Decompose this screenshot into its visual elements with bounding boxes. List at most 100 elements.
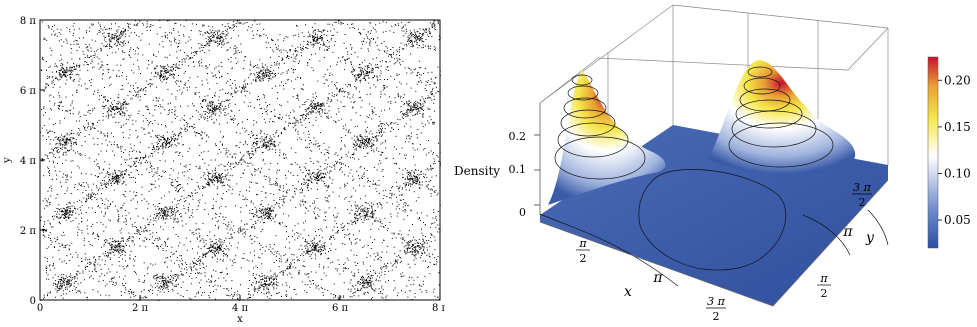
scatter-point	[116, 103, 118, 105]
scatter-point	[162, 210, 164, 212]
scatter-point	[263, 139, 265, 141]
scatter-point	[223, 184, 225, 186]
scatter-point	[220, 76, 222, 78]
scatter-point	[256, 76, 258, 77]
scatter-point	[65, 74, 66, 76]
scatter-point	[199, 235, 201, 237]
scatter-point	[321, 105, 323, 107]
scatter-point	[58, 137, 59, 138]
scatter-point	[133, 49, 134, 50]
scatter-point	[48, 234, 50, 236]
scatter-point	[112, 174, 114, 176]
scatter-point	[420, 174, 422, 175]
scatter-point	[221, 37, 223, 39]
scatter-point	[47, 131, 49, 133]
scatter-point	[352, 157, 354, 159]
scatter-point	[261, 140, 263, 142]
scatter-point	[408, 179, 410, 180]
scatter-point	[68, 210, 70, 212]
scatter-point	[232, 24, 234, 26]
scatter-point	[367, 145, 369, 147]
scatter-point	[316, 245, 318, 247]
scatter-point	[49, 174, 51, 176]
scatter-point	[357, 218, 359, 220]
scatter-point	[74, 207, 76, 209]
scatter-point	[265, 72, 267, 73]
scatter-point	[149, 132, 151, 134]
scatter-point	[313, 283, 315, 285]
scatter-point	[229, 186, 231, 188]
scatter-point	[411, 277, 413, 279]
scatter-point	[266, 212, 268, 214]
scatter-point	[183, 124, 185, 126]
scatter-point	[117, 103, 119, 105]
scatter-point	[271, 148, 273, 150]
scatter-point	[78, 113, 80, 115]
scatter-point	[171, 215, 173, 216]
scatter-point	[372, 183, 374, 185]
scatter-point	[376, 275, 378, 277]
scatter-point	[124, 181, 126, 183]
scatter-point	[228, 150, 230, 152]
scatter-point	[164, 139, 166, 141]
scatter-point	[112, 284, 114, 285]
scatter-point	[214, 173, 216, 174]
scatter-point	[380, 70, 382, 72]
scatter-point	[109, 105, 111, 107]
scatter-point	[407, 112, 409, 114]
scatter-point	[357, 209, 359, 211]
scatter-point	[188, 297, 190, 299]
scatter-point	[353, 234, 354, 236]
scatter-point	[161, 136, 163, 138]
scatter-point	[396, 49, 398, 51]
scatter-point	[381, 251, 383, 253]
scatter-point	[378, 192, 380, 194]
scatter-point	[201, 62, 203, 64]
scatter-point	[354, 274, 356, 276]
scatter-point	[266, 291, 268, 293]
scatter-point	[117, 180, 119, 182]
scatter-point	[256, 76, 258, 78]
scatter-point	[256, 67, 258, 69]
scatter-point	[313, 247, 315, 249]
scatter-point	[209, 250, 211, 252]
scatter-point	[185, 272, 187, 274]
scatter-point	[55, 77, 57, 79]
scatter-point	[220, 249, 222, 251]
scatter-point	[63, 217, 65, 219]
scatter-point	[419, 28, 421, 30]
scatter-point	[181, 215, 183, 217]
scatter-point	[150, 72, 152, 74]
scatter-point	[84, 83, 86, 85]
scatter-point	[416, 111, 418, 113]
scatter-point	[212, 36, 214, 38]
scatter-point	[366, 212, 368, 214]
scatter-point	[314, 108, 316, 110]
scatter-point	[49, 172, 50, 174]
scatter-point	[59, 287, 61, 289]
scatter-point	[130, 218, 131, 220]
scatter-point	[178, 275, 180, 277]
scatter-point	[263, 222, 264, 224]
scatter-point	[195, 53, 197, 55]
scatter-point	[111, 38, 113, 40]
scatter-point	[266, 75, 268, 77]
scatter-point	[239, 159, 241, 161]
scatter-point	[369, 204, 371, 206]
scatter-point	[158, 75, 160, 77]
scatter-point	[84, 57, 86, 59]
scatter-point	[202, 25, 204, 27]
scatter-point	[53, 96, 54, 98]
scatter-point	[299, 44, 301, 46]
scatter-point	[228, 104, 229, 106]
scatter-point	[408, 109, 409, 111]
scatter-point	[215, 247, 216, 249]
scatter-point	[58, 156, 60, 158]
scatter-point	[371, 146, 373, 148]
scatter-point	[376, 139, 378, 141]
scatter-point	[94, 53, 96, 55]
scatter-point	[391, 232, 393, 234]
scatter-point	[62, 280, 64, 282]
scatter-point	[368, 286, 370, 288]
scatter-point	[318, 179, 320, 181]
